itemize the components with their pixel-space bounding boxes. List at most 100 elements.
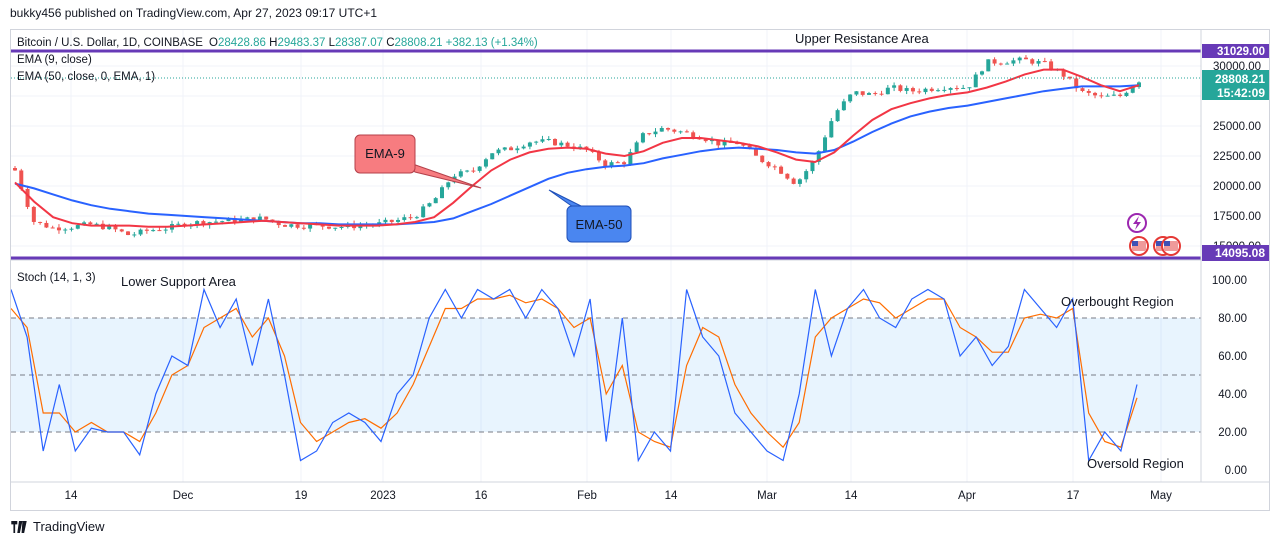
candle [490, 153, 495, 160]
candle [910, 86, 915, 95]
candle [502, 147, 507, 152]
time-axis[interactable]: 14 Dec 19 2023 16 Feb 14 Mar 14 Apr 17 May [65, 490, 1173, 502]
svg-text:15:42:09: 15:42:09 [1217, 86, 1265, 100]
candle [408, 214, 413, 221]
candle [973, 72, 978, 88]
lightning-icon[interactable] [1127, 213, 1147, 233]
candle [672, 128, 677, 134]
candle [540, 135, 545, 144]
price-axis[interactable]: 30000.0027500.0025000.0022500.0020000.00… [1213, 61, 1261, 253]
candle [923, 87, 928, 95]
candle [421, 204, 426, 218]
candle [980, 70, 985, 76]
time-axis-label: 14 [845, 490, 858, 502]
us-flag-event-icon[interactable] [1129, 236, 1149, 256]
ema-50-line [14, 84, 1140, 226]
stoch-axis-label: 20.00 [1218, 427, 1247, 439]
candle [427, 202, 432, 208]
candle [301, 225, 306, 231]
candle [446, 181, 451, 190]
candle [917, 88, 922, 95]
ohlc-readout: O28428.86 H29483.37 L28387.07 C28808.21 … [209, 37, 538, 49]
candle [25, 185, 30, 210]
candle [1118, 93, 1123, 98]
time-axis-label: 14 [65, 490, 78, 502]
us-flag-event-icon-3[interactable] [1161, 236, 1181, 256]
ema50-callout: EMA-50 [548, 189, 632, 243]
candle [396, 217, 401, 224]
candle [69, 227, 74, 232]
ema9-legend[interactable]: EMA (9, close) [17, 54, 92, 66]
chart-canvas[interactable]: Bitcoin / U.S. Dollar, 1D, COINBASE O284… [10, 30, 1269, 510]
candle [163, 226, 168, 234]
candle [653, 128, 658, 138]
time-axis-label: Apr [958, 490, 976, 502]
overbought-annotation: Overbought Region [1061, 294, 1174, 309]
candle [31, 205, 36, 225]
candle [88, 221, 93, 225]
candle [760, 155, 765, 164]
candle [866, 91, 871, 95]
candle [1017, 56, 1022, 64]
stoch-grid [11, 317, 1201, 433]
time-axis-label: May [1150, 490, 1172, 502]
candle [465, 169, 470, 173]
candle [13, 165, 17, 171]
time-axis-label: Dec [173, 490, 194, 502]
candle [640, 131, 645, 144]
candle [483, 157, 488, 169]
candle [458, 169, 463, 178]
candle [879, 90, 884, 96]
candle [898, 84, 903, 93]
candle [38, 221, 43, 225]
candle [63, 227, 68, 234]
candle [126, 231, 131, 236]
candle [659, 126, 664, 132]
price-axis-label: 17500.00 [1213, 211, 1261, 223]
chart-frame[interactable]: Bitcoin / U.S. Dollar, 1D, COINBASE O284… [10, 29, 1270, 511]
stoch-legend[interactable]: Stoch (14, 1, 3) [17, 272, 96, 284]
candle [433, 196, 438, 204]
candle [201, 219, 206, 228]
candle [791, 177, 796, 185]
candle [628, 148, 633, 166]
symbol-label[interactable]: Bitcoin / U.S. Dollar, 1D, COINBASE [17, 37, 203, 49]
candle [1042, 57, 1047, 63]
candle [509, 146, 514, 151]
time-axis-label: 16 [475, 490, 488, 502]
candle [44, 220, 49, 229]
candle [75, 224, 80, 230]
stoch-axis[interactable]: 100.00 80.00 60.00 40.00 20.00 0.00 [1212, 275, 1247, 477]
candle [245, 216, 250, 219]
candle [722, 137, 727, 149]
ema50-callout-text: EMA-50 [576, 217, 623, 232]
stoch-axis-label: 0.00 [1225, 465, 1247, 477]
candle [534, 140, 539, 145]
candle [779, 165, 784, 175]
time-axis-label: 14 [665, 490, 678, 502]
candle [496, 147, 501, 156]
candle [848, 94, 853, 103]
oversold-annotation: Oversold Region [1087, 456, 1184, 471]
ema-9-line [14, 68, 1140, 228]
price-axis-label: 20000.00 [1213, 181, 1261, 193]
candle [615, 160, 620, 164]
candle [144, 228, 149, 234]
candle [264, 216, 269, 221]
stoch-axis-label: 40.00 [1218, 389, 1247, 401]
stoch-k-line [10, 287, 1138, 463]
candle [1124, 91, 1129, 97]
candle [521, 144, 526, 150]
candle [954, 85, 959, 91]
candle [546, 136, 551, 141]
candle [414, 215, 419, 220]
candle [841, 98, 846, 111]
candle [1099, 92, 1104, 99]
candle [283, 224, 288, 227]
footer-brand[interactable]: TradingView [10, 519, 105, 534]
candle [1011, 57, 1016, 67]
candle [1036, 58, 1041, 67]
ema50-legend[interactable]: EMA (50, close, 0, EMA, 1) [17, 71, 155, 83]
candle [810, 160, 815, 174]
candle [854, 91, 859, 96]
